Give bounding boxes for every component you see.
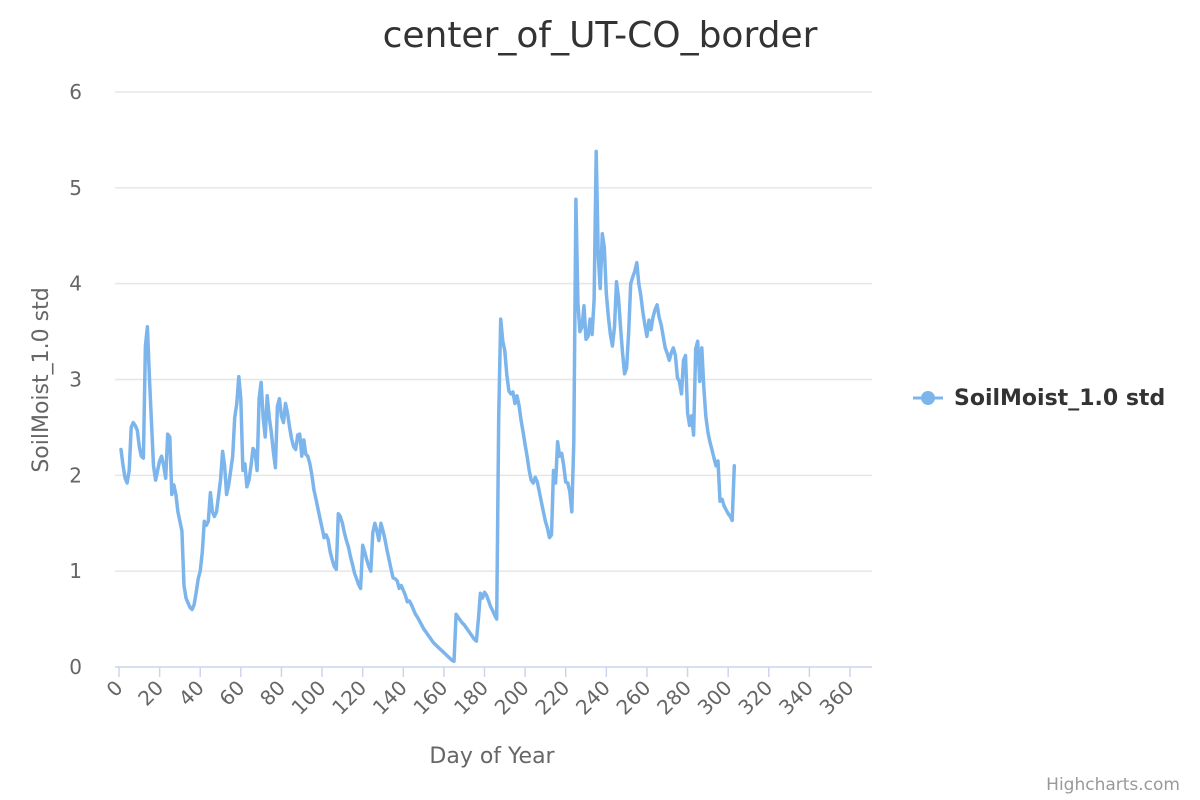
y-axis-title: SoilMoist_1.0 std	[29, 287, 54, 472]
x-tick-label: 340	[774, 676, 818, 720]
x-tick-label: 200	[490, 676, 534, 720]
x-tick-label: 320	[733, 676, 777, 720]
legend-label: SoilMoist_1.0 std	[954, 386, 1165, 411]
x-tick-label: 40	[174, 676, 209, 711]
x-tick-label: 80	[255, 676, 290, 711]
credits-link[interactable]: Highcharts.com	[1046, 775, 1180, 795]
x-tick-label: 300	[693, 676, 737, 720]
chart-title: center_of_UT-CO_border	[383, 15, 818, 56]
series-line[interactable]	[119, 149, 737, 664]
y-axis: 0 1 2 3 4 5 6	[69, 80, 82, 679]
legend-item[interactable]: SoilMoist_1.0 std	[913, 386, 1165, 411]
x-tick-label: 120	[327, 676, 371, 720]
x-tick-label: 220	[530, 676, 574, 720]
x-tick-label: 20	[133, 676, 168, 711]
x-axis-title: Day of Year	[429, 744, 555, 769]
y-tick-label: 1	[69, 559, 82, 583]
x-tick-label: 180	[449, 676, 493, 720]
legend-marker-icon	[921, 391, 935, 405]
y-tick-label: 5	[69, 176, 82, 200]
x-tick-label: 100	[287, 676, 331, 720]
y-tick-label: 3	[69, 368, 82, 392]
x-tick-label: 260	[612, 676, 656, 720]
x-tick-label: 360	[815, 676, 859, 720]
y-tick-label: 4	[69, 272, 82, 296]
gridlines	[115, 91, 872, 572]
plot-area	[119, 149, 737, 664]
x-tick-label: 0	[102, 676, 128, 702]
x-tick-label: 160	[408, 676, 452, 720]
x-tick-label: 240	[571, 676, 615, 720]
x-axis: 0 20 40 60 801001201401601802002202402602803…	[102, 667, 859, 720]
x-tick-label: 280	[652, 676, 696, 720]
y-tick-label: 2	[69, 463, 82, 487]
x-tick-label: 60	[214, 676, 249, 711]
y-tick-label: 6	[69, 80, 82, 104]
x-tick-label: 140	[368, 676, 412, 720]
y-tick-label: 0	[69, 655, 82, 679]
